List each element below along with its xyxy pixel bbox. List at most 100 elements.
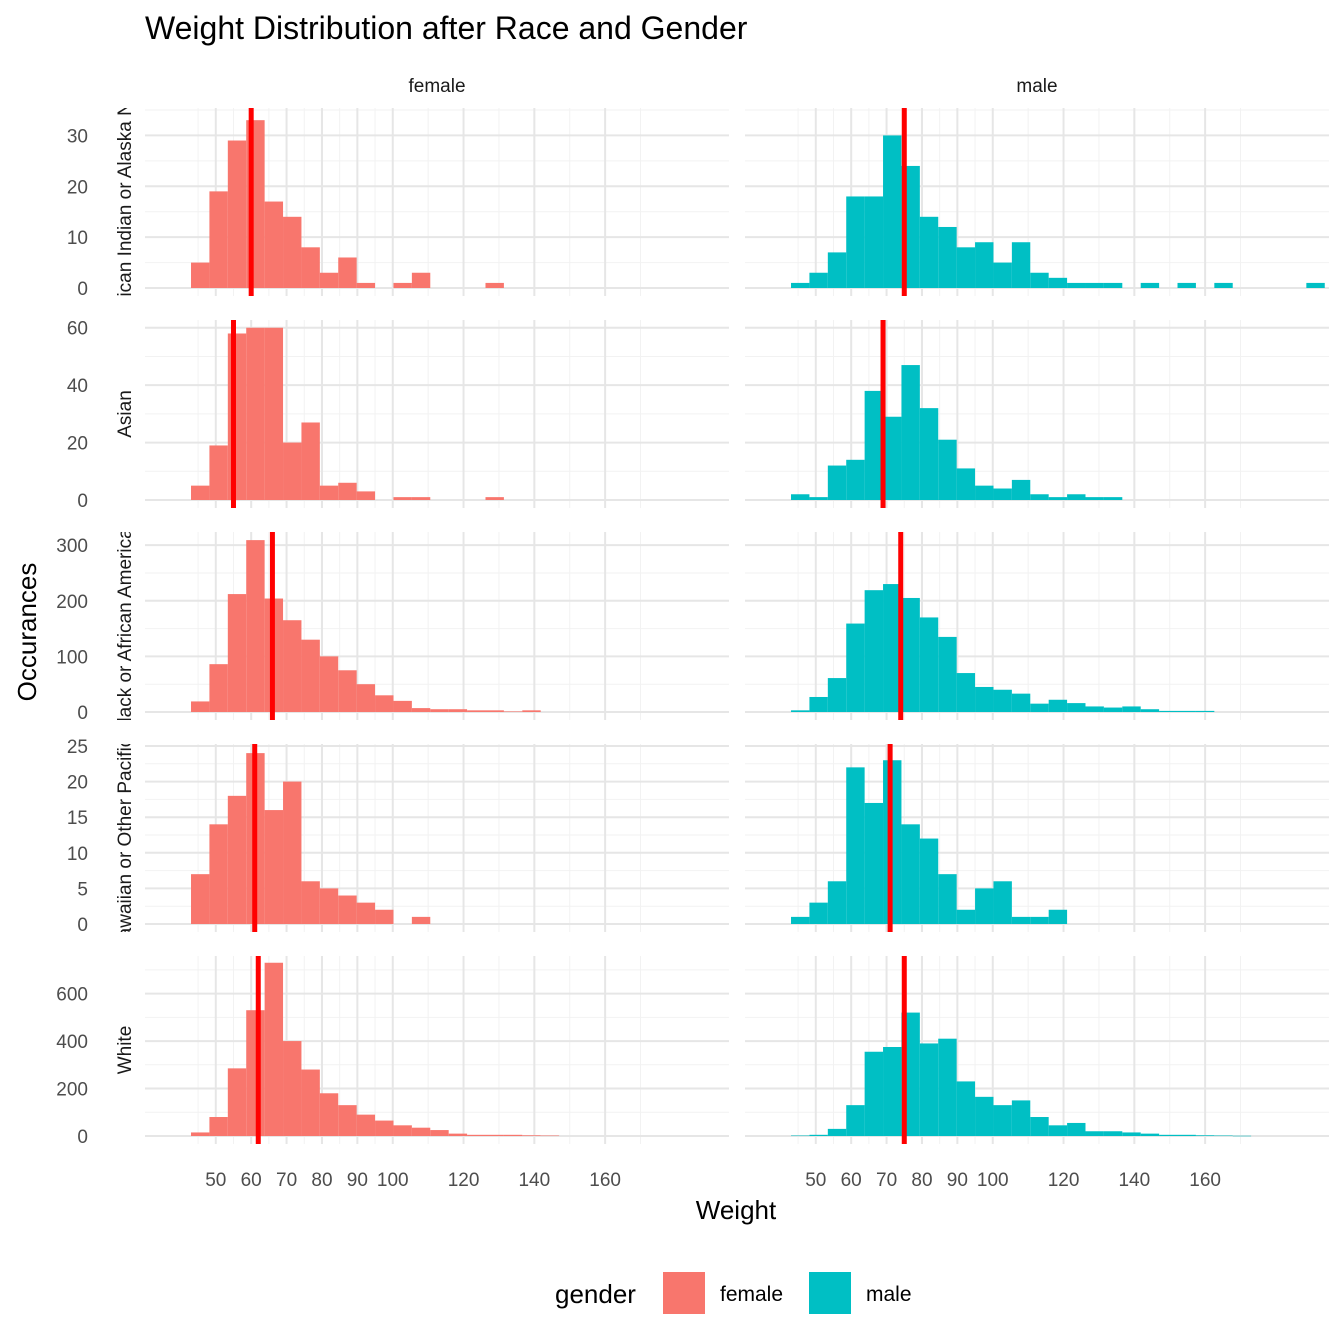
histogram-bar — [846, 623, 865, 712]
x-tick-label: 90 — [347, 1170, 368, 1191]
histogram-bar — [1067, 1122, 1086, 1136]
x-axis-title: Weight — [696, 1195, 777, 1225]
y-tick-label: 30 — [67, 126, 88, 147]
histogram-bar — [846, 1105, 865, 1136]
x-tick-label: 100 — [377, 1170, 409, 1191]
chart-title: Weight Distribution after Race and Gende… — [145, 10, 748, 46]
histogram-bar — [191, 485, 210, 500]
y-tick-label: 25 — [67, 737, 88, 758]
histogram-bar — [919, 408, 939, 500]
histogram-bar — [1177, 710, 1196, 712]
x-tick-label: 50 — [805, 1170, 826, 1191]
histogram-bar — [956, 468, 976, 500]
row-strip-label: White — [115, 1026, 136, 1075]
histogram-bar — [393, 700, 412, 712]
x-tick-label: 140 — [518, 1170, 550, 1191]
histogram-bar — [1030, 1117, 1049, 1136]
histogram-bar — [1177, 1134, 1196, 1136]
row-strip-label: Asian — [115, 390, 136, 438]
histogram-bar — [809, 902, 828, 924]
histogram-bar — [301, 247, 320, 288]
x-tick-label: 70 — [876, 1170, 897, 1191]
histogram-bar — [227, 1068, 247, 1136]
legend-title: gender — [555, 1279, 636, 1309]
histogram-bar — [319, 656, 339, 712]
y-tick-label: 100 — [56, 647, 88, 668]
histogram-bar — [809, 497, 828, 500]
histogram-bar — [1232, 1135, 1252, 1137]
histogram-bar — [1177, 282, 1196, 288]
histogram-bar — [338, 895, 357, 924]
histogram-bar — [993, 881, 1012, 924]
histogram-bar — [356, 282, 376, 288]
histogram-bar — [919, 617, 939, 712]
histogram-bar — [791, 494, 810, 500]
histogram-bar — [919, 838, 939, 924]
y-tick-label: 400 — [56, 1032, 88, 1053]
histogram-bar — [938, 439, 957, 500]
histogram-bar — [1048, 909, 1068, 924]
histogram-bar — [864, 1051, 884, 1136]
histogram-bar — [993, 262, 1012, 288]
histogram-bar — [1140, 282, 1160, 288]
histogram-bar — [393, 497, 412, 500]
y-tick-label: 20 — [67, 773, 88, 794]
row-strip-label: Native Hawaiian or Other Pacific Islande… — [115, 664, 136, 1011]
panels-layer: American Indian or Alaska Native 0 10 20 30 f… — [56, 62, 1329, 1191]
histogram-bar — [503, 711, 523, 712]
histogram-bar — [993, 1105, 1012, 1136]
histogram-bar — [319, 888, 339, 924]
histogram-bar — [411, 708, 431, 712]
x-tick-label: 80 — [311, 1170, 332, 1191]
histogram-bar — [301, 881, 320, 924]
panel-female — [145, 532, 729, 720]
histogram-bar — [375, 909, 394, 924]
histogram-bar — [1048, 277, 1068, 288]
histogram-bar — [319, 485, 339, 500]
text-layer: Weight Distribution after Race and Gende… — [12, 10, 777, 1225]
histogram-bar — [264, 327, 284, 500]
histogram-bar — [919, 216, 939, 288]
histogram-bar — [246, 327, 265, 500]
histogram-bar — [956, 909, 976, 924]
histogram-bar — [485, 710, 504, 712]
histogram-bar — [1011, 693, 1031, 712]
histogram-bar — [1103, 1131, 1123, 1136]
histogram-bar — [393, 282, 412, 288]
histogram-bar — [864, 196, 884, 288]
y-tick-label: 0 — [77, 703, 88, 724]
histogram-bar — [264, 962, 284, 1136]
legend-swatch-female — [663, 1272, 705, 1314]
histogram-bar — [283, 781, 302, 924]
histogram-bar — [827, 465, 847, 500]
histogram-bar — [1048, 1125, 1068, 1136]
legend-swatch-male — [809, 1272, 851, 1314]
histogram-bar — [485, 1134, 504, 1136]
histogram-bar — [356, 902, 376, 924]
row-strip-label: American Indian or Alaska Native — [115, 62, 136, 342]
histogram-bar — [209, 664, 228, 712]
histogram-bar — [864, 802, 884, 924]
y-tick-label: 0 — [77, 1127, 88, 1148]
histogram-bar — [1067, 703, 1086, 712]
histogram-bar — [1214, 1135, 1233, 1137]
histogram-bar — [1011, 479, 1031, 500]
histogram-bar — [1085, 1131, 1104, 1136]
histogram-bar — [209, 445, 228, 500]
y-tick-label: 5 — [77, 879, 88, 900]
histogram-bar — [1030, 272, 1049, 288]
x-tick-label: 120 — [448, 1170, 480, 1191]
histogram-bar — [375, 695, 394, 712]
panel-female — [145, 320, 729, 508]
histogram-bar — [1195, 710, 1215, 712]
histogram-bar — [485, 497, 504, 500]
y-tick-label: 300 — [56, 536, 88, 557]
histogram-bar — [448, 1133, 468, 1136]
histogram-bar — [864, 590, 884, 712]
histogram-bar — [938, 636, 957, 712]
histogram-bar — [919, 1043, 939, 1136]
histogram-bar — [319, 272, 339, 288]
x-tick-label: 140 — [1118, 1170, 1150, 1191]
histogram-bar — [209, 191, 228, 288]
histogram-bar — [430, 1130, 449, 1136]
